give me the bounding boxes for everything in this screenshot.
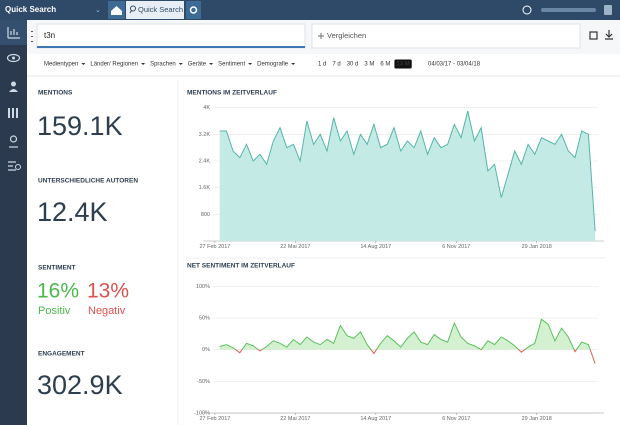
- globe-icon[interactable]: [522, 5, 532, 15]
- kpi-value: 12.4K: [37, 197, 108, 227]
- x-tick-label: 6 Nov 2017: [442, 416, 470, 422]
- dropdown-caret: [209, 63, 214, 65]
- y-tick-label: -50%: [197, 379, 210, 385]
- filter-dropdown[interactable]: Demografie: [257, 62, 289, 68]
- y-tick-label: 2.4K: [199, 158, 211, 164]
- sidebar-icon-eye[interactable]: [6, 53, 21, 63]
- y-tick-label: 800: [201, 212, 210, 218]
- sidebar-icon-eye-pupil: [12, 56, 15, 60]
- y-tick-label: -100%: [194, 410, 210, 416]
- y-tick-label: 0%: [202, 347, 210, 353]
- kpi-label: SENTIMENT: [38, 265, 76, 272]
- tab-menu[interactable]: ⌄: [95, 7, 101, 14]
- kpi-negative-label: Negativ: [88, 305, 126, 317]
- search-input-underline: [37, 46, 305, 48]
- filter-dropdown[interactable]: Medientypen: [44, 62, 78, 68]
- sidebar-icon-user-body: [9, 89, 18, 92]
- user-name-blurred[interactable]: [541, 8, 596, 12]
- range-active: [394, 59, 412, 69]
- x-tick-label: 14 Aug 2017: [360, 244, 391, 250]
- sidebar-icon-group[interactable]: [8, 108, 18, 118]
- range-button[interactable]: 3 M: [364, 62, 374, 68]
- range-button[interactable]: 6 M: [380, 62, 390, 68]
- y-tick-label: 4K: [203, 105, 210, 111]
- search-icon-handle: [129, 10, 132, 14]
- dropdown-caret: [141, 63, 146, 65]
- area: [219, 111, 596, 241]
- app-title: Quick Search: [5, 5, 56, 14]
- x-tick-label: 27 Feb 2017: [199, 416, 230, 422]
- search-query: t3n: [44, 31, 55, 40]
- kpi-value: 159.1K: [37, 111, 123, 141]
- y-tick-label: 1.6K: [199, 185, 211, 191]
- kpi-positive: 16%: [37, 280, 79, 303]
- x-tick-label: 22 Mai 2017: [280, 244, 310, 250]
- settings-tab[interactable]: [186, 1, 201, 19]
- compare-label: Vergleichen: [327, 31, 366, 40]
- y-tick-label: 50%: [199, 315, 210, 321]
- home-icon: [111, 6, 122, 15]
- x-tick-label: 27 Feb 2017: [199, 244, 230, 250]
- menu-icon[interactable]: [604, 5, 612, 15]
- sidebar-icon-list-search: [15, 164, 21, 170]
- filter-dropdown[interactable]: Geräte: [188, 62, 207, 68]
- range-button[interactable]: 7 d: [332, 62, 340, 68]
- plus-icon: [318, 33, 324, 39]
- filter-dropdown[interactable]: Länder/ Regionen: [90, 62, 138, 68]
- y-tick-label: 100%: [196, 284, 210, 290]
- dropdown-caret: [248, 63, 253, 65]
- gear-icon: [189, 6, 198, 14]
- tab-label: Quick Search: [138, 5, 183, 14]
- range-button[interactable]: 30 d: [347, 62, 359, 68]
- kpi-positive-label: Positiv: [38, 305, 71, 317]
- line: [219, 110, 596, 232]
- filter-bar: Medientypen Länder/ Regionen Sprachen Gerät…: [44, 62, 296, 68]
- area: [219, 319, 591, 350]
- download-icon[interactable]: [605, 30, 613, 40]
- filter-dropdown[interactable]: Sentiment: [218, 62, 245, 68]
- x-tick-label: 29 Jan 2018: [522, 416, 552, 422]
- x-tick-label: 29 Jan 2018: [522, 244, 552, 250]
- chart-title: NET SENTIMENT IM ZEITVERLAUF: [187, 263, 295, 270]
- x-tick-label: 14 Aug 2017: [360, 416, 391, 422]
- kpi-label: UNTERSCHIEDLICHE AUTOREN: [38, 178, 138, 185]
- range-buttons: 1 d 7 d 30 d 3 M 6 M 13 M: [318, 59, 412, 69]
- x-tick-label: 22 Mai 2017: [280, 416, 310, 422]
- active-tab[interactable]: [126, 1, 184, 19]
- kpi-label: ENGAGEMENT: [38, 351, 85, 358]
- sidebar-icon-analytics[interactable]: [7, 27, 20, 39]
- dropdown-caret: [81, 63, 86, 65]
- line: [219, 318, 596, 364]
- sidebar: [0, 20, 27, 425]
- top-bar: [0, 0, 620, 20]
- sidebar-icon-user[interactable]: [11, 81, 16, 87]
- compare-input[interactable]: [311, 23, 581, 49]
- range-button[interactable]: 13 M: [396, 62, 409, 68]
- save-icon[interactable]: [589, 31, 598, 40]
- x-tick-label: 6 Nov 2017: [442, 244, 470, 250]
- range-button[interactable]: 1 d: [318, 62, 326, 68]
- search-input[interactable]: [36, 23, 306, 49]
- chart-title: MENTIONS IM ZEITVERLAUF: [187, 90, 277, 97]
- dropdown-caret: [291, 63, 296, 65]
- dropdown-caret: [178, 63, 183, 65]
- kpi-value: 302.9K: [37, 370, 123, 400]
- search-icon: [130, 5, 136, 12]
- y-tick-label: 3.2K: [199, 132, 211, 138]
- kpi-label: MENTIONS: [38, 90, 73, 97]
- date-range[interactable]: 04/03/17 - 03/04/18: [428, 62, 481, 68]
- sidebar-icon-list[interactable]: [8, 161, 16, 171]
- kpi-negative: 13%: [87, 280, 129, 303]
- filter-dropdown[interactable]: Sprachen: [150, 62, 176, 68]
- sidebar-icon-pin[interactable]: [9, 135, 18, 143]
